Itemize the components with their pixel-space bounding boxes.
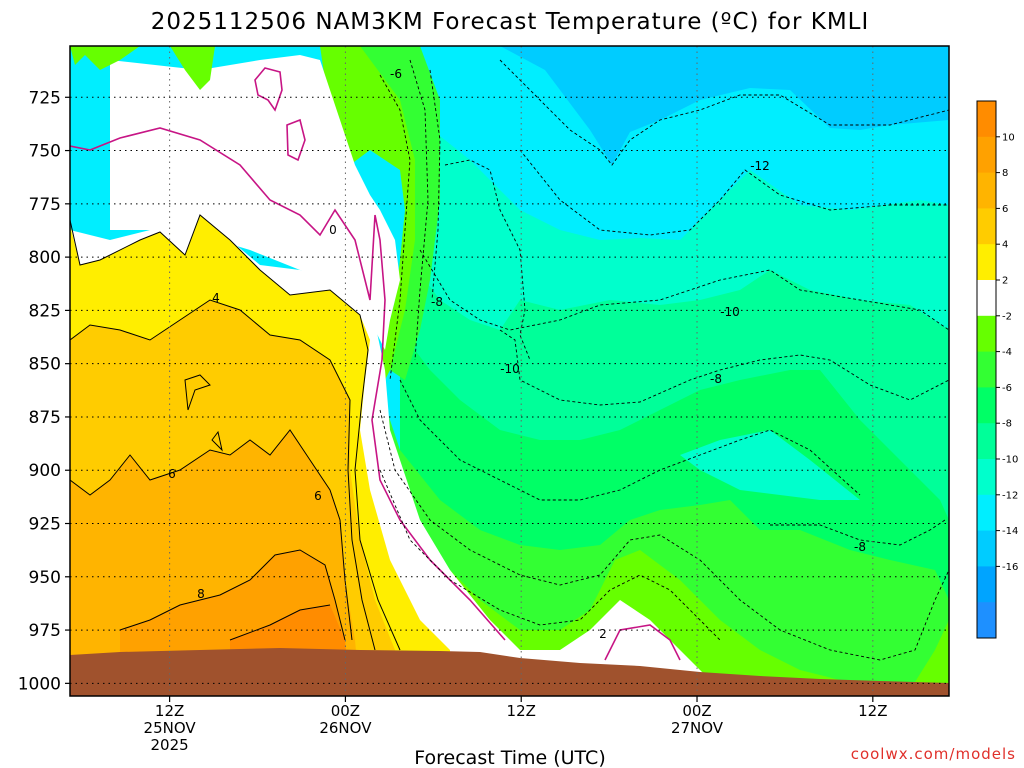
colorbar-tick-label: 8 <box>1002 168 1008 179</box>
colorbar-swatch <box>977 494 996 532</box>
y-tick-label: 750 <box>29 142 61 162</box>
credit-text: coolwx.com/models <box>851 745 1016 763</box>
contour-label: -10 <box>720 305 740 319</box>
y-tick-label: 825 <box>29 301 61 321</box>
contour-label: -8 <box>431 295 443 309</box>
contour-label: -6 <box>390 67 402 81</box>
y-tick-label: 925 <box>29 515 61 535</box>
freezing-loop-2 <box>286 118 306 162</box>
colorbar-tick-label: -4 <box>1002 347 1012 358</box>
contour-label: 2 <box>599 627 607 641</box>
x-tick-label: 12Z <box>858 702 887 720</box>
x-tick-label: 12Z <box>155 702 184 720</box>
colorbar-tick-label: 10 <box>1002 132 1015 143</box>
region-top-green-3 <box>170 46 215 90</box>
x-tick-label: 12Z <box>507 702 536 720</box>
colorbar-swatch <box>977 566 996 603</box>
y-tick-label: 1000 <box>18 674 61 694</box>
region-near-zero-top <box>110 55 400 350</box>
contour-label: -8 <box>710 372 722 386</box>
colorbar-swatch <box>977 387 996 424</box>
region-top-green-2 <box>360 46 440 380</box>
y-tick-label: 900 <box>29 461 61 481</box>
contour-label: -10 <box>500 362 520 376</box>
contour-label: -12 <box>750 159 770 173</box>
coldest-region <box>500 46 949 165</box>
colorbar-frame <box>976 100 997 639</box>
colorbar-swatch <box>977 136 996 174</box>
x-tick-label: 25NOV <box>144 719 197 737</box>
contour-label: 6 <box>168 467 176 481</box>
freezing-loop-1 <box>254 67 283 112</box>
region-minus-6 <box>380 390 949 696</box>
colorbar-tick-label: -8 <box>1002 419 1012 430</box>
y-axis: 725 750 775 800 825 850 875 900 925 950 975 1000 <box>18 88 70 694</box>
colorbar-swatch <box>977 351 996 388</box>
colorbar-tick-label: -14 <box>1002 526 1018 537</box>
colorbar-swatch <box>977 423 996 460</box>
colorbar-tick-label: 2 <box>1002 276 1008 287</box>
freezing-line <box>70 127 506 641</box>
colorbar-swatch <box>977 101 996 138</box>
positive-contours <box>70 214 401 651</box>
x-tick-label: 00Z <box>331 702 360 720</box>
colorbar-swatch <box>977 244 996 281</box>
colorbar-swatch <box>977 280 996 317</box>
x-tick-label: 26NOV <box>319 719 372 737</box>
contour-label: 0 <box>329 223 337 237</box>
plot-frame <box>69 45 950 697</box>
colorbar-swatch <box>977 172 996 209</box>
colorbar-tick-label: -6 <box>1002 383 1012 394</box>
region-minus-4 <box>375 430 949 696</box>
x-tick-label: 00Z <box>682 702 711 720</box>
colorbar-tick-label: 4 <box>1002 240 1008 251</box>
chart-title: 2025112506 NAM3KM Forecast Temperature (… <box>151 9 870 35</box>
colorbar-swatch <box>977 530 996 567</box>
contour-label: 8 <box>197 587 205 601</box>
colorbar-tick-label: -16 <box>1002 562 1018 573</box>
contour-label: 4 <box>212 291 220 305</box>
x-tick-label: 27NOV <box>671 719 724 737</box>
y-tick-label: 975 <box>29 621 61 641</box>
colorbar-swatch <box>977 315 996 353</box>
freezing-line-2 <box>604 624 681 661</box>
plot-area <box>70 46 949 696</box>
colorbar-swatch <box>977 459 996 496</box>
y-tick-label: 775 <box>29 195 61 215</box>
colorbar-tick-label: -12 <box>1002 490 1018 501</box>
y-tick-label: 875 <box>29 408 61 428</box>
y-tick-label: 800 <box>29 248 61 268</box>
contour-label: 6 <box>314 489 322 503</box>
y-tick-label: 725 <box>29 88 61 108</box>
region-minus-8-pocket <box>680 430 860 500</box>
y-tick-label: 950 <box>29 568 61 588</box>
colorbar-swatch <box>977 208 996 245</box>
contour-labels: -6 0 4 -8 -10 -12 -10 -8 6 6 8 -8 2 <box>168 67 866 641</box>
terrain <box>70 648 949 696</box>
colorbar-tick-label: 6 <box>1002 204 1008 215</box>
colorbar-tick-label: -10 <box>1002 455 1018 466</box>
colorbar-swatch <box>977 602 996 639</box>
contour-label: -8 <box>854 540 866 554</box>
region-top-left-green <box>70 46 140 70</box>
grid <box>70 46 949 696</box>
y-tick-label: 850 <box>29 355 61 375</box>
colorbar-tick-label: -2 <box>1002 311 1012 322</box>
colorbar: 10 8 6 4 2 -2 -4 -6 -8 -10 -12 -14 -16 <box>976 100 1018 639</box>
x-tick-label: 2025 <box>151 736 189 754</box>
x-axis-label: Forecast Time (UTC) <box>414 747 605 768</box>
